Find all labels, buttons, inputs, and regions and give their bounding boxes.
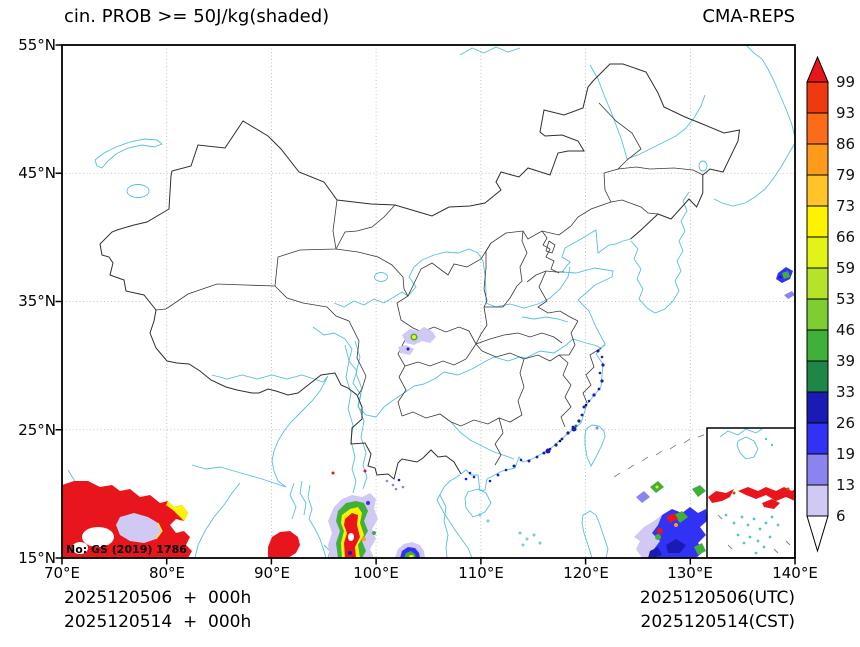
probability-shading <box>62 267 795 558</box>
colorbar-tick-label: 59 <box>836 259 855 277</box>
x-tick-70e: 70°E <box>43 564 81 582</box>
x-tick-90e: 90°E <box>253 564 291 582</box>
province-borders <box>155 102 704 466</box>
colorbar-tick-label: 39 <box>836 352 855 370</box>
footer-init-cst: 2025120514 + 000h <box>64 612 252 632</box>
y-tick-35n: 35°N <box>18 292 56 310</box>
license-watermark: No: GS (2019) 1786 <box>66 543 187 556</box>
x-tick-80e: 80°E <box>148 564 186 582</box>
colorbar-segment <box>806 112 829 145</box>
colorbar-segment <box>806 205 829 238</box>
colorbar-segment <box>806 143 829 176</box>
colorbar-tick-label: 66 <box>836 228 855 246</box>
footer-init-utc: 2025120506 + 000h <box>64 588 252 608</box>
colorbar-tick-label: 79 <box>836 166 855 184</box>
x-tick-130e: 130°E <box>667 564 713 582</box>
colorbar-tick-label: 13 <box>836 476 855 494</box>
map-plot-area <box>55 44 796 565</box>
colorbar: 99 93 86 79 73 66 59 53 46 39 33 26 19 13 6 <box>806 55 855 553</box>
colorbar-tick-label: 93 <box>836 104 855 122</box>
colorbar-segment <box>806 422 829 455</box>
coastlines-rivers <box>67 45 795 558</box>
colorbar-tick-label: 86 <box>836 135 855 153</box>
colorbar-segment <box>806 360 829 393</box>
colorbar-segment <box>806 236 829 269</box>
x-tick-140e: 140°E <box>772 564 818 582</box>
colorbar-segment <box>806 298 829 331</box>
grid-lines <box>62 45 795 558</box>
colorbar-segment <box>806 267 829 300</box>
colorbar-segment <box>806 174 829 207</box>
colorbar-tick-label: 19 <box>836 445 855 463</box>
colorbar-tick-label: 46 <box>836 321 855 339</box>
colorbar-tick-label: 99 <box>836 73 855 91</box>
inset-box <box>706 427 795 558</box>
inset-shading <box>708 487 795 509</box>
colorbar-tick-label: 53 <box>836 290 855 308</box>
colorbar-arrow-bottom <box>806 515 829 553</box>
y-tick-55n: 55°N <box>18 36 56 54</box>
china-borders <box>99 63 741 480</box>
colorbar-tick-label: 26 <box>836 414 855 432</box>
model-name-label: CMA-REPS <box>702 6 795 27</box>
x-tick-100e: 100°E <box>353 564 399 582</box>
footer-valid-utc: 2025120506(UTC) <box>639 588 795 608</box>
chart-title: cin. PROB >= 50J/kg(shaded) <box>64 6 330 27</box>
colorbar-segment <box>806 484 829 517</box>
colorbar-segment <box>806 391 829 424</box>
colorbar-segment <box>806 453 829 486</box>
colorbar-tick-label: 73 <box>836 197 855 215</box>
footer-valid-cst: 2025120514(CST) <box>640 612 795 632</box>
colorbar-arrow-top <box>806 55 829 83</box>
colorbar-segment <box>806 81 829 114</box>
y-tick-45n: 45°N <box>18 164 56 182</box>
colorbar-segment <box>806 329 829 362</box>
island-chain-marks <box>613 434 705 478</box>
y-tick-25n: 25°N <box>18 421 56 439</box>
x-tick-110e: 110°E <box>458 564 504 582</box>
axes-frame <box>55 44 796 565</box>
colorbar-tick-label: 33 <box>836 383 855 401</box>
y-tick-15n: 15°N <box>18 549 56 567</box>
colorbar-tick-label: 6 <box>836 507 846 525</box>
x-tick-120e: 120°E <box>563 564 609 582</box>
